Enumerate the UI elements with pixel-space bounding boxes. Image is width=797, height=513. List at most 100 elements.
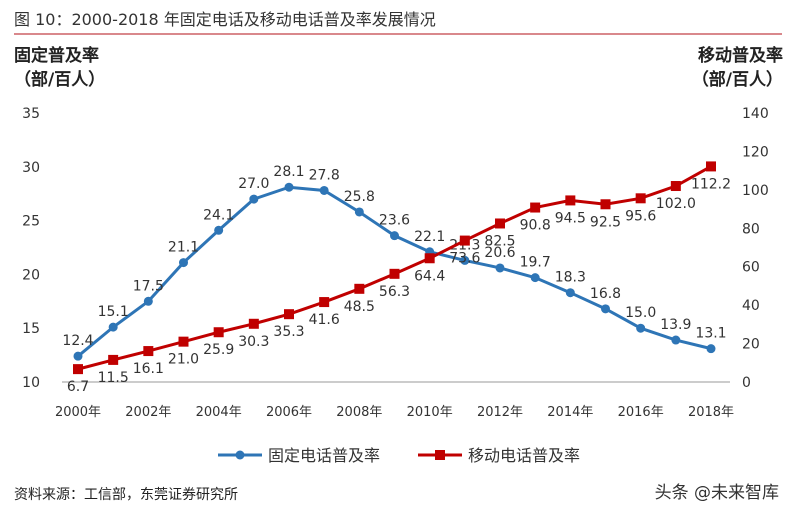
data-label: 35.3: [273, 324, 304, 340]
data-label: 17.5: [133, 278, 164, 294]
data-point: [495, 263, 505, 273]
right-axis-title-line2: （部/百人）: [691, 70, 783, 90]
data-point: [354, 207, 364, 217]
data-label: 112.2: [691, 176, 731, 192]
figure-title: 图 10：2000-2018 年固定电话及移动电话普及率发展情况: [14, 10, 436, 29]
left-tick-label: 20: [22, 267, 40, 283]
data-point: [73, 364, 83, 375]
data-point: [390, 231, 399, 241]
data-point: [601, 304, 610, 314]
data-point: [73, 351, 83, 361]
data-point: [284, 182, 294, 192]
data-point: [213, 327, 224, 338]
x-tick-label: 2004年: [196, 405, 242, 420]
source-note: 资料来源：工信部，东莞证券研究所: [14, 487, 238, 503]
data-point: [143, 346, 154, 357]
x-tick-label: 2014年: [547, 405, 593, 420]
data-point: [706, 161, 716, 172]
legend-label: 移动电话普及率: [468, 446, 580, 465]
data-label: 15.0: [625, 305, 656, 321]
data-label: 16.8: [590, 286, 621, 302]
data-point: [143, 296, 153, 306]
right-tick-label: 40: [742, 298, 760, 314]
legend-marker: [435, 450, 445, 460]
data-label: 95.6: [625, 208, 656, 224]
x-tick-label: 2008年: [336, 405, 382, 420]
data-point: [600, 199, 611, 210]
right-tick-label: 100: [742, 183, 769, 199]
legend-marker: [235, 450, 245, 460]
right-axis-title-line1: 移动普及率: [698, 46, 783, 66]
x-tick-label: 2002年: [125, 405, 171, 420]
right-tick-label: 60: [742, 260, 760, 276]
data-point: [671, 335, 681, 345]
legend-label: 固定电话普及率: [268, 446, 380, 465]
data-label: 19.7: [520, 255, 551, 271]
x-tick-label: 2018年: [688, 405, 734, 420]
data-point: [249, 194, 259, 204]
data-label: 20.6: [484, 245, 515, 261]
data-label: 13.9: [660, 317, 691, 333]
left-axis-title: 固定普及率 （部/百人）: [14, 44, 105, 92]
data-label: 25.8: [344, 189, 375, 205]
right-tick-label: 80: [742, 221, 760, 237]
data-label: 21.0: [168, 352, 199, 368]
data-point: [460, 255, 470, 265]
data-label: 82.5: [484, 233, 515, 249]
data-point: [389, 268, 400, 279]
data-label: 6.7: [67, 379, 89, 395]
left-tick-label: 35: [22, 106, 40, 122]
data-point: [178, 336, 189, 347]
data-label: 64.4: [414, 268, 445, 284]
data-point: [319, 297, 330, 308]
right-tick-label: 20: [742, 337, 760, 353]
x-tick-label: 2010年: [407, 405, 453, 420]
data-label: 90.8: [520, 218, 551, 234]
left-tick-label: 15: [22, 321, 40, 337]
data-point: [565, 195, 576, 206]
data-label: 11.5: [98, 370, 129, 386]
data-point: [635, 193, 646, 204]
data-point: [636, 323, 646, 333]
right-tick-label: 0: [742, 375, 751, 391]
data-label: 73.6: [449, 251, 480, 267]
data-point: [179, 258, 188, 268]
data-label: 94.5: [555, 210, 586, 226]
watermark: 头条 @未来智库: [654, 483, 779, 503]
data-label: 25.9: [203, 342, 234, 358]
left-axis-title-line2: （部/百人）: [14, 70, 106, 90]
data-label: 56.3: [379, 284, 410, 300]
data-label: 41.6: [309, 312, 340, 328]
data-point: [706, 344, 716, 354]
data-label: 13.1: [695, 326, 726, 342]
data-label: 15.1: [98, 304, 129, 320]
data-point: [108, 354, 119, 365]
x-tick-label: 2012年: [477, 405, 523, 420]
data-label: 27.8: [309, 167, 340, 183]
data-point: [248, 318, 259, 329]
data-point: [459, 235, 470, 246]
data-label: 48.5: [344, 299, 375, 315]
data-label: 27.0: [238, 176, 269, 192]
data-point: [530, 273, 540, 283]
data-point: [424, 253, 435, 264]
data-point: [565, 288, 575, 298]
data-point: [354, 283, 365, 294]
data-label: 22.1: [414, 229, 445, 245]
data-label: 30.3: [238, 334, 269, 350]
left-tick-label: 25: [22, 214, 40, 230]
x-tick-label: 2006年: [266, 405, 312, 420]
data-label: 23.6: [379, 213, 410, 229]
left-tick-label: 10: [22, 375, 40, 391]
right-tick-label: 120: [742, 144, 769, 160]
data-label: 102.0: [656, 196, 696, 212]
data-point: [530, 202, 541, 213]
data-point: [108, 322, 118, 332]
data-label: 16.1: [133, 361, 164, 377]
data-label: 24.1: [203, 207, 234, 223]
data-point: [670, 181, 681, 192]
data-label: 18.3: [555, 270, 586, 286]
data-label: 92.5: [590, 214, 621, 230]
x-tick-label: 2016年: [618, 405, 664, 420]
